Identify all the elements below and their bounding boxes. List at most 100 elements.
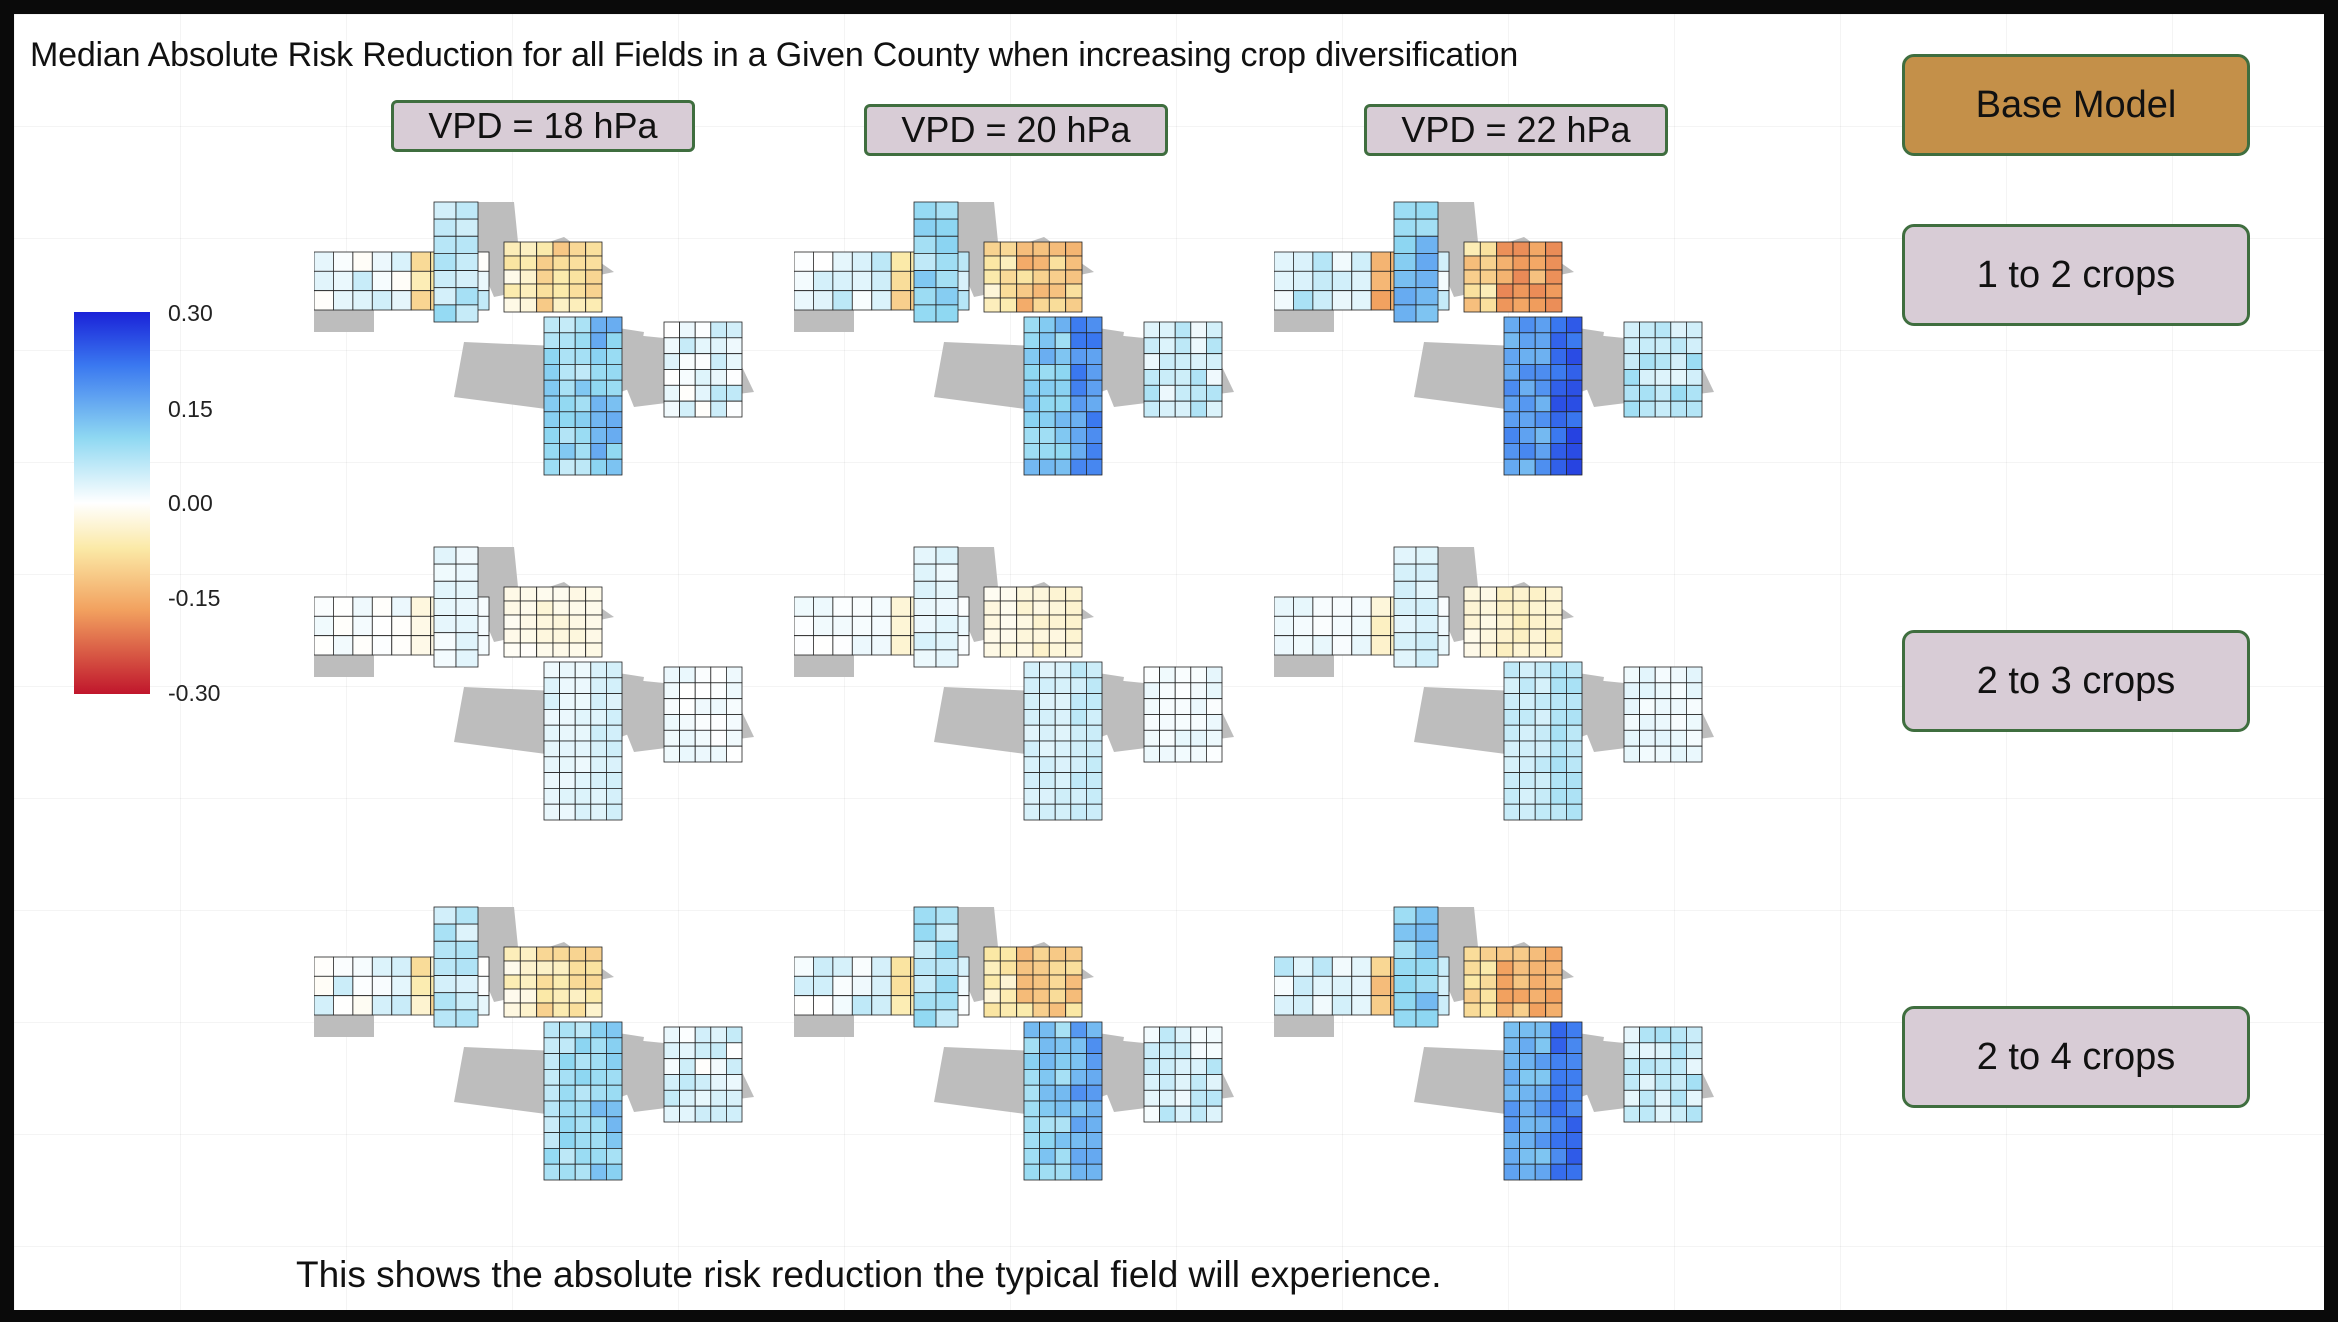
county-cell: [314, 975, 334, 997]
county-cell: [1670, 698, 1687, 715]
county-cell: [1512, 642, 1530, 658]
county-cell: [1159, 745, 1176, 763]
county-cell: [605, 693, 623, 710]
county-cell: [983, 255, 1001, 271]
county-cell: [913, 598, 937, 616]
county-cell: [725, 353, 743, 370]
county-cell: [1070, 1163, 1087, 1181]
county-cell: [1054, 316, 1072, 334]
county-cell: [1479, 586, 1498, 602]
choropleth-map-r3-c2: [794, 887, 1254, 1227]
county-cell: [1174, 1026, 1192, 1044]
county-cell: [574, 661, 592, 679]
county-cell: [585, 255, 603, 271]
county-cell: [1065, 586, 1083, 602]
county-cell: [1393, 615, 1417, 634]
county-cell: [503, 642, 521, 658]
county-cell: [913, 270, 937, 289]
county-cell: [1292, 995, 1314, 1016]
county-cell: [1292, 270, 1314, 292]
county-cell: [1479, 614, 1498, 630]
two-to-four-crops-button[interactable]: 2 to 4 crops: [1902, 1006, 2250, 1108]
county-cell: [1534, 787, 1552, 805]
county-cell: [536, 283, 554, 299]
county-cell: [1565, 395, 1583, 413]
county-cell: [1534, 661, 1552, 679]
county-cell: [1159, 384, 1176, 402]
county-cell: [1565, 740, 1583, 758]
county-cell: [1528, 241, 1547, 257]
county-cell: [1503, 411, 1521, 429]
county-cell: [1550, 458, 1567, 476]
county-cell: [935, 201, 959, 220]
county-cell: [1496, 241, 1514, 257]
county-cell: [1039, 363, 1056, 381]
county-cell: [455, 218, 479, 237]
county-cell: [574, 316, 592, 334]
county-cell: [1331, 596, 1353, 617]
county-cell: [585, 974, 603, 990]
county-cell: [559, 427, 576, 444]
county-cell: [1565, 787, 1583, 805]
county-cell: [1054, 348, 1072, 365]
county-cell: [1039, 411, 1056, 429]
county-cell: [999, 269, 1018, 285]
county-cell: [1143, 714, 1161, 731]
county-cell: [1479, 642, 1498, 658]
county-cell: [1545, 269, 1563, 285]
county-cell: [1054, 458, 1072, 476]
county-cell: [1039, 756, 1056, 774]
county-cell: [913, 992, 937, 1011]
county-cell: [590, 1100, 607, 1118]
county-cell: [1159, 369, 1176, 386]
county-cell: [1205, 1026, 1223, 1044]
county-cell: [1274, 995, 1294, 1016]
county-cell: [574, 1100, 592, 1118]
county-cell: [694, 321, 712, 339]
county-cell: [1174, 321, 1192, 339]
county-cell: [851, 290, 873, 311]
two-to-three-crops-button[interactable]: 2 to 3 crops: [1902, 630, 2250, 732]
county-cell: [574, 708, 592, 726]
county-cell: [605, 661, 623, 679]
county-cell: [871, 956, 892, 977]
county-cell: [605, 756, 623, 774]
county-cell: [1023, 1147, 1041, 1165]
county-cell: [983, 283, 1001, 299]
county-cell: [1070, 458, 1087, 476]
county-cell: [1512, 614, 1530, 630]
county-cell: [1639, 745, 1656, 763]
county-cell: [352, 596, 373, 617]
one-to-two-crops-button[interactable]: 1 to 2 crops: [1902, 224, 2250, 326]
county-cell: [1023, 787, 1041, 805]
county-cell: [1054, 708, 1072, 726]
county-cell: [1415, 201, 1439, 220]
county-cell: [503, 946, 521, 962]
county-cell: [1545, 988, 1563, 1004]
county-cell: [1519, 1021, 1536, 1039]
county-cell: [1534, 740, 1552, 758]
county-cell: [574, 363, 592, 381]
base-model-button[interactable]: Base Model: [1902, 54, 2250, 156]
county-cell: [794, 975, 814, 997]
county-cell: [1503, 693, 1521, 710]
county-cell: [503, 269, 521, 285]
county-cell: [574, 442, 592, 460]
county-cell: [455, 940, 479, 959]
county-cell: [552, 297, 570, 313]
county-cell: [1393, 992, 1417, 1011]
county-cell: [314, 615, 334, 637]
county-cell: [1534, 1116, 1552, 1134]
county-cell: [1370, 956, 1391, 977]
county-cell: [1054, 1132, 1072, 1149]
county-cell: [574, 772, 592, 789]
county-cell: [1479, 974, 1498, 990]
county-cell: [552, 960, 570, 976]
county-cell: [1190, 698, 1207, 715]
county-cell: [935, 975, 959, 994]
county-cell: [559, 1116, 576, 1134]
county-cell: [1039, 693, 1056, 710]
county-cell: [1143, 745, 1161, 763]
county-cell: [1023, 332, 1041, 350]
county-cell: [832, 615, 853, 637]
